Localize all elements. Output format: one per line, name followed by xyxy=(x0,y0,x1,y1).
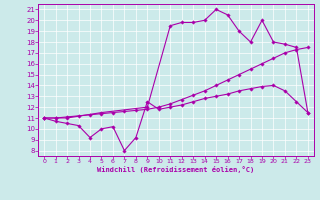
X-axis label: Windchill (Refroidissement éolien,°C): Windchill (Refroidissement éolien,°C) xyxy=(97,166,255,173)
